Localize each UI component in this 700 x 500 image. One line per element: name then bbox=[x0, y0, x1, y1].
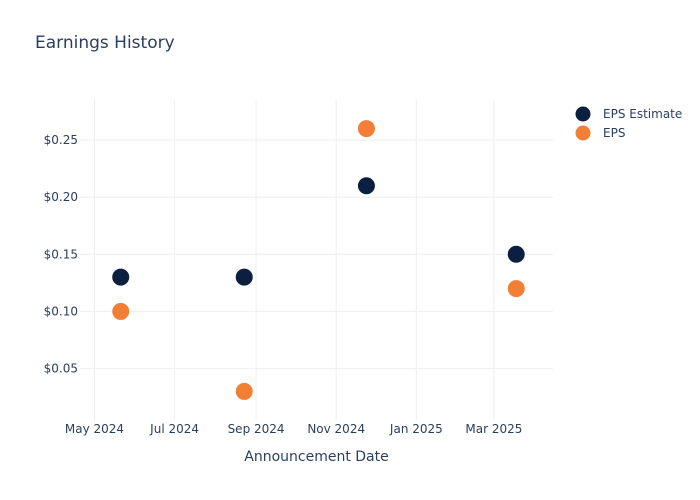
data-point bbox=[111, 267, 131, 287]
y-tick-label: $0.20 bbox=[44, 190, 78, 204]
legend-marker bbox=[574, 124, 592, 142]
data-point bbox=[506, 279, 526, 299]
data-point bbox=[234, 267, 254, 287]
legend-label: EPS bbox=[603, 126, 625, 140]
x-tick-label: May 2024 bbox=[65, 422, 124, 436]
x-tick-label: Jan 2025 bbox=[389, 422, 443, 436]
y-tick-label: $0.05 bbox=[44, 362, 78, 376]
data-point bbox=[356, 176, 376, 196]
legend-marker bbox=[574, 105, 592, 123]
chart-title: Earnings History bbox=[35, 33, 175, 53]
y-tick-label: $0.15 bbox=[44, 247, 78, 261]
legend-label: EPS Estimate bbox=[603, 107, 682, 121]
data-point bbox=[234, 381, 254, 401]
data-point bbox=[111, 301, 131, 321]
x-tick-label: Mar 2025 bbox=[465, 422, 522, 436]
x-tick-label: Jul 2024 bbox=[149, 422, 199, 436]
y-tick-label: $0.25 bbox=[44, 133, 78, 147]
x-axis-title: Announcement Date bbox=[244, 449, 388, 465]
x-tick-label: Sep 2024 bbox=[228, 422, 285, 436]
data-point bbox=[506, 244, 526, 264]
y-tick-label: $0.10 bbox=[44, 304, 78, 318]
x-tick-label: Nov 2024 bbox=[307, 422, 365, 436]
data-point bbox=[356, 119, 376, 139]
